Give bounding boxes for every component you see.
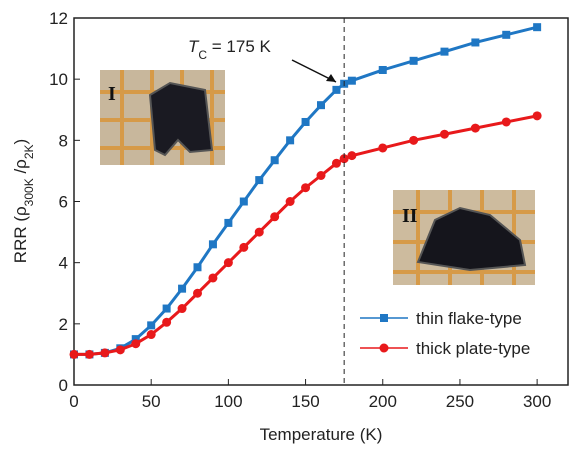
annotation: TC = 175 K <box>188 37 272 62</box>
marker <box>533 23 542 32</box>
label-part: ) <box>11 139 30 145</box>
x-tick-label: 200 <box>369 392 397 411</box>
marker <box>178 284 187 293</box>
marker <box>470 123 480 133</box>
marker <box>409 56 418 65</box>
marker <box>131 335 140 344</box>
marker <box>254 227 264 237</box>
marker <box>100 348 110 358</box>
marker <box>208 273 218 283</box>
marker <box>347 151 357 161</box>
marker <box>316 171 326 181</box>
marker <box>471 38 480 47</box>
y-tick-label: 0 <box>59 376 68 395</box>
inset-photo-1 <box>100 70 225 165</box>
x-tick-label: 50 <box>142 392 161 411</box>
marker <box>239 242 249 252</box>
marker <box>332 85 341 94</box>
marker <box>223 258 233 268</box>
marker <box>224 218 233 227</box>
marker <box>84 349 94 359</box>
inset-label: II <box>402 205 418 227</box>
marker <box>147 321 156 330</box>
marker <box>239 197 248 206</box>
marker <box>270 156 279 165</box>
inset-label: I <box>108 83 116 105</box>
marker <box>317 101 325 110</box>
marker <box>255 176 264 185</box>
label-part: RRR (ρ <box>11 206 30 263</box>
marker <box>193 263 202 272</box>
legend <box>352 300 562 368</box>
marker <box>532 111 542 121</box>
x-tick-label: 250 <box>446 392 474 411</box>
marker <box>162 304 171 313</box>
marker <box>331 158 341 168</box>
marker <box>378 65 387 74</box>
legend-label: thin flake-type <box>416 309 522 328</box>
x-tick-label: 0 <box>69 392 78 411</box>
marker <box>440 129 449 139</box>
y-tick-label: 8 <box>59 131 68 150</box>
marker <box>339 154 349 164</box>
marker <box>69 349 79 359</box>
y-axis-label: RRR (ρ300K /ρ2K) <box>11 139 36 263</box>
marker <box>378 143 388 153</box>
y-tick-label: 10 <box>49 70 68 89</box>
marker <box>208 240 217 249</box>
label-part: /ρ <box>11 159 30 178</box>
marker <box>131 339 141 349</box>
marker <box>301 117 310 126</box>
marker <box>501 117 511 127</box>
y-tick-label: 12 <box>49 9 68 28</box>
marker <box>286 136 295 145</box>
marker <box>502 30 511 39</box>
inset-photo-2 <box>393 190 535 285</box>
y-tick-label: 4 <box>59 254 68 273</box>
marker <box>347 76 356 85</box>
marker <box>146 330 156 340</box>
label-part: 2K <box>22 144 36 159</box>
marker <box>115 345 125 355</box>
marker <box>440 47 449 56</box>
label-part: T <box>188 37 200 56</box>
x-tick-label: 300 <box>523 392 551 411</box>
marker <box>177 304 187 314</box>
marker <box>301 183 311 193</box>
marker <box>193 288 202 298</box>
marker <box>270 212 280 222</box>
marker <box>409 135 419 145</box>
label-part: C <box>198 48 207 62</box>
marker <box>285 197 295 206</box>
arrow-head <box>326 74 336 82</box>
y-tick-label: 6 <box>59 193 68 212</box>
x-tick-label: 150 <box>291 392 319 411</box>
legend-marker <box>379 343 389 353</box>
legend-marker <box>380 314 388 322</box>
x-axis-label: Temperature (K) <box>260 425 383 444</box>
legend-label: thick plate-type <box>416 339 530 358</box>
marker <box>162 317 172 327</box>
x-tick-label: 100 <box>214 392 242 411</box>
y-tick-label: 2 <box>59 315 68 334</box>
label-part: 300K <box>22 178 36 206</box>
label-part: = 175 K <box>207 37 271 56</box>
